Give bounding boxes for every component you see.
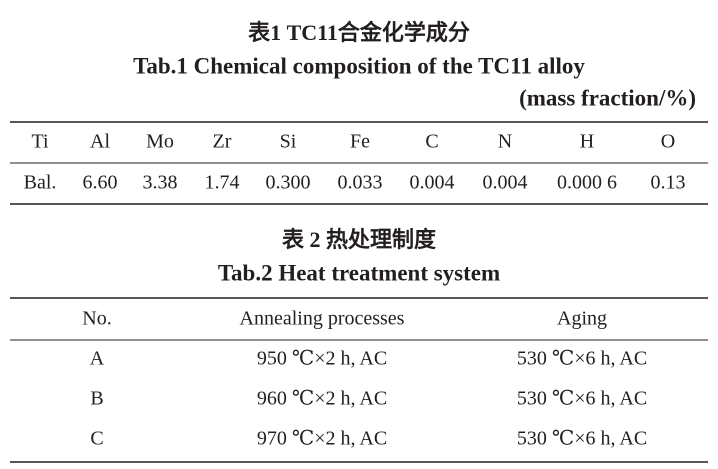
table2-cell: 960 ℃×2 h, AC bbox=[257, 388, 387, 410]
table2-title-cn: 表 2 热处理制度 bbox=[282, 227, 437, 252]
table1-cell: 0.300 bbox=[266, 172, 311, 194]
table2-header-cell: Aging bbox=[557, 308, 607, 330]
table1-cell: 6.60 bbox=[83, 172, 118, 194]
table2-cell: 950 ℃×2 h, AC bbox=[257, 348, 387, 370]
table1-cell: 0.000 6 bbox=[557, 172, 617, 194]
table1-header-cell: Mo bbox=[146, 131, 174, 153]
table2-cell: A bbox=[90, 348, 105, 370]
table1-cell: 0.004 bbox=[410, 172, 455, 194]
table2-cell: 970 ℃×2 h, AC bbox=[257, 428, 387, 450]
table1-unit: (mass fraction/%) bbox=[519, 85, 696, 110]
table1-cell: Bal. bbox=[24, 172, 57, 194]
table1-cell: 1.74 bbox=[205, 172, 240, 194]
table2-header-cell: No. bbox=[82, 308, 111, 330]
table1-header-cell: Ti bbox=[31, 131, 49, 153]
table1-header-cell: O bbox=[661, 131, 675, 153]
table1-cell: 0.13 bbox=[651, 172, 686, 194]
table2-cell: C bbox=[90, 428, 103, 450]
table2-cell: B bbox=[90, 388, 103, 410]
table1-title-en: Tab.1 Chemical composition of the TC11 a… bbox=[133, 53, 585, 78]
table1-cell: 3.38 bbox=[143, 172, 178, 194]
table2-cell: 530 ℃×6 h, AC bbox=[517, 388, 647, 410]
table1-title-cn: 表1 TC11合金化学成分 bbox=[248, 20, 470, 45]
table1-header-cell: H bbox=[580, 131, 594, 153]
table1-cell: 0.004 bbox=[483, 172, 528, 194]
table2-cell: 530 ℃×6 h, AC bbox=[517, 428, 647, 450]
table2-cell: 530 ℃×6 h, AC bbox=[517, 348, 647, 370]
table1-header-cell: Fe bbox=[350, 131, 370, 153]
table1-header-cell: N bbox=[498, 131, 512, 153]
table1-header-cell: Zr bbox=[213, 131, 232, 153]
table1-header-cell: Si bbox=[280, 131, 297, 153]
table2-title-en: Tab.2 Heat treatment system bbox=[218, 260, 500, 285]
table1-header-cell: C bbox=[425, 131, 438, 153]
table1-cell: 0.033 bbox=[338, 172, 383, 194]
table2-header-cell: Annealing processes bbox=[240, 308, 405, 330]
table1-header-cell: Al bbox=[90, 131, 110, 153]
